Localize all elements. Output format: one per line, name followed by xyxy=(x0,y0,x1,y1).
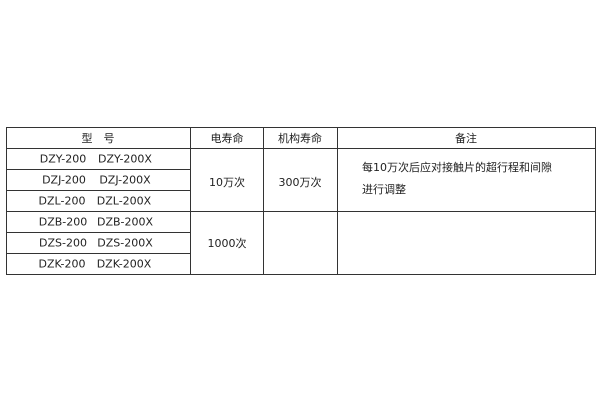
row-divider xyxy=(6,232,190,233)
mechanical-life-value: 300万次 xyxy=(278,176,322,189)
model-a: DZK-200 xyxy=(38,257,86,271)
table-border-left xyxy=(6,127,7,275)
header-model: 型 号 xyxy=(81,132,115,145)
row-divider xyxy=(6,169,190,170)
row-divider xyxy=(6,253,190,254)
remarks-line: 进行调整 xyxy=(362,183,406,196)
electrical-life-value: 10万次 xyxy=(209,176,245,189)
model-a: DZL-200 xyxy=(38,194,86,208)
model-b: DZS-200X xyxy=(97,236,153,250)
model-b: DZY-200X xyxy=(98,152,152,166)
model-b: DZJ-200X xyxy=(99,173,151,187)
model-a: DZJ-200 xyxy=(42,173,86,187)
electrical-life-value: 1000次 xyxy=(207,237,247,250)
column-divider xyxy=(263,127,264,275)
column-divider xyxy=(190,127,191,275)
model-a: DZS-200 xyxy=(39,236,87,250)
header-electrical-life: 电寿命 xyxy=(210,132,244,145)
group-divider xyxy=(6,211,596,212)
column-divider xyxy=(337,127,338,275)
model-a: DZB-200 xyxy=(38,215,88,229)
table-border-bottom xyxy=(6,274,596,275)
table-border-top xyxy=(6,127,596,128)
header-mechanical-life: 机构寿命 xyxy=(278,132,322,145)
model-b: DZL-200X xyxy=(96,194,152,208)
model-b: DZK-200X xyxy=(96,257,152,271)
table-border-right xyxy=(595,127,596,275)
header-divider xyxy=(6,148,596,149)
row-divider xyxy=(6,190,190,191)
remarks-line: 每10万次后应对接触片的超行程和间隙 xyxy=(362,161,552,174)
model-b: DZB-200X xyxy=(96,215,154,229)
model-a: DZY-200 xyxy=(39,152,87,166)
header-remarks: 备注 xyxy=(455,132,477,145)
